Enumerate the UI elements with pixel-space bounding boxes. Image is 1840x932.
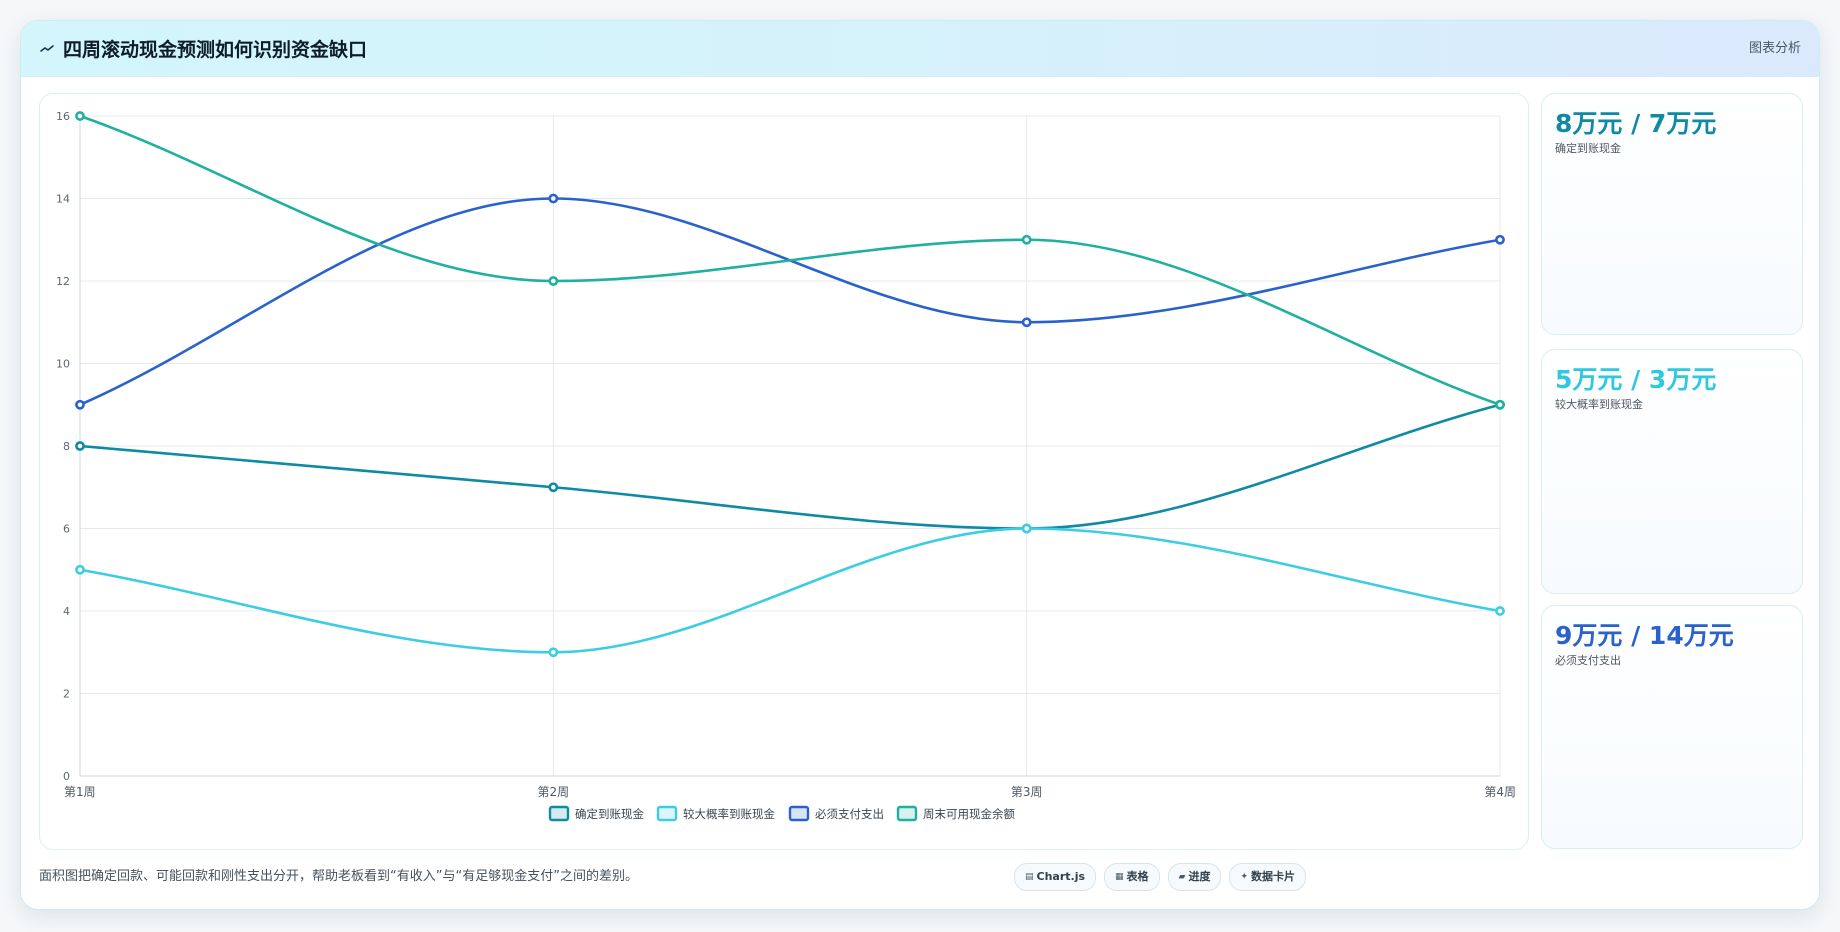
pill-label: 数据卡片 [1251, 870, 1296, 883]
stat-card-expenses: 9万元 / 14万元 必须支付支出 [1541, 605, 1803, 849]
series-line [79, 114, 1501, 406]
data-point [548, 193, 559, 204]
data-point [1021, 317, 1032, 328]
y-tick-label: 12 [56, 275, 70, 288]
view-switcher: ▤ Chart.js ▦ 表格 ▰ 进度 ✦ 数据卡片 [1014, 863, 1307, 891]
data-point [75, 564, 85, 575]
data-point [75, 111, 85, 121]
x-tick-label: 第1周 [64, 785, 96, 799]
series-line [79, 527, 1501, 654]
chart-description: 面积图把确定回款、可能回款和刚性支出分开，帮助老板看到“有收入”与“有足够现金支… [39, 869, 638, 884]
data-point [75, 399, 85, 410]
legend-swatch [896, 805, 918, 822]
legend-swatch [788, 805, 810, 822]
y-tick-label: 10 [56, 358, 70, 371]
stat-card-likely: 5万元 / 3万元 较大概率到账现金 [1541, 349, 1803, 594]
y-tick-label: 16 [56, 110, 70, 123]
legend-label: 较大概率到账现金 [683, 807, 775, 821]
y-tick-label: 8 [63, 440, 70, 453]
chart-analysis-link[interactable]: 图表分析 [1748, 41, 1801, 56]
y-tick-label: 2 [63, 688, 70, 701]
data-point [1021, 523, 1032, 534]
data-point [1495, 606, 1505, 616]
pill-label: 表格 [1126, 870, 1149, 883]
stat-card-confirmed: 8万元 / 7万元 确定到账现金 [1541, 93, 1803, 335]
data-card-pill[interactable]: ✦ 数据卡片 [1229, 863, 1307, 891]
data-point [1495, 234, 1505, 245]
progress-icon: ▰ [1178, 872, 1186, 882]
legend-label: 确定到账现金 [575, 807, 644, 821]
stat-value: 9万元 / 14万元 [1555, 621, 1734, 650]
y-tick-label: 4 [63, 605, 70, 618]
x-tick-label: 第2周 [538, 785, 570, 799]
table-icon: ▦ [1115, 872, 1124, 882]
data-point [1495, 399, 1505, 410]
legend-label: 必须支付支出 [815, 807, 884, 821]
y-tick-label: 14 [56, 193, 70, 206]
stat-label: 必须支付支出 [1555, 654, 1621, 667]
progress-pill[interactable]: ▰ 进度 [1167, 863, 1222, 891]
legend-swatch [548, 805, 570, 822]
data-point [75, 441, 85, 451]
data-point [1021, 234, 1032, 245]
legend-label: 周末可用现金余额 [923, 807, 1015, 821]
pill-label: 进度 [1188, 870, 1211, 883]
page-title: 四周滚动现金预测如何识别资金缺口 [63, 39, 368, 61]
series-line [79, 197, 1501, 406]
legend-swatch [656, 805, 678, 822]
data-point [548, 647, 559, 658]
chartjs-pill[interactable]: ▤ Chart.js [1014, 863, 1097, 891]
pulse-icon [39, 41, 55, 57]
data-point [548, 482, 559, 493]
stat-label: 确定到账现金 [1555, 142, 1621, 155]
x-tick-label: 第4周 [1484, 785, 1516, 799]
y-tick-label: 6 [63, 523, 70, 536]
card-icon: ✦ [1240, 872, 1249, 882]
stat-value: 5万元 / 3万元 [1555, 365, 1717, 394]
stat-value: 8万元 / 7万元 [1555, 109, 1717, 138]
stat-label: 较大概率到账现金 [1555, 398, 1643, 411]
chart-icon: ▤ [1025, 872, 1034, 882]
chart-panel: 0 2 4 6 8 10 12 14 16 第1周 第2周 第3周 第4周确定到账现金 较大概率到账现金 必… [39, 93, 1529, 850]
card-header: 四周滚动现金预测如何识别资金缺口 图表分析 [21, 21, 1819, 77]
pill-label: Chart.js [1036, 870, 1086, 883]
dashboard-card: 四周滚动现金预测如何识别资金缺口 图表分析 0 2 4 6 8 10 12 14 16 第1周 第2… [20, 20, 1820, 910]
x-tick-label: 第3周 [1011, 785, 1043, 799]
data-point [548, 276, 559, 286]
table-pill[interactable]: ▦ 表格 [1104, 863, 1160, 891]
y-tick-label: 0 [63, 770, 70, 783]
series-line [79, 403, 1501, 530]
